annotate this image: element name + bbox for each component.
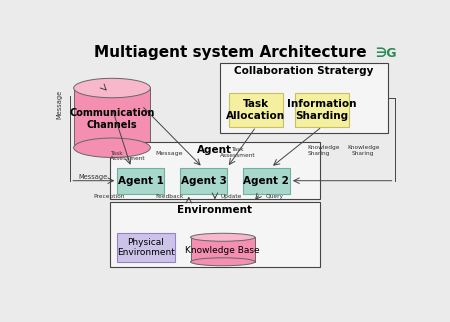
Bar — [74, 88, 150, 148]
Ellipse shape — [190, 233, 255, 241]
Text: Agent 2: Agent 2 — [243, 175, 289, 185]
Text: Agent: Agent — [198, 145, 233, 155]
Text: Task
Assessment: Task Assessment — [110, 150, 146, 161]
Bar — [295, 93, 349, 127]
Text: Knowledge
Sharing: Knowledge Sharing — [347, 145, 379, 156]
Ellipse shape — [74, 78, 150, 98]
Bar — [220, 63, 387, 133]
Text: Message: Message — [156, 151, 183, 156]
Text: Agent 1: Agent 1 — [118, 175, 164, 185]
Text: Physical
Environment: Physical Environment — [117, 238, 175, 257]
Bar — [229, 93, 283, 127]
Text: Communication
Channels: Communication Channels — [69, 108, 155, 130]
Ellipse shape — [190, 258, 255, 266]
Text: Knowledge Base: Knowledge Base — [185, 245, 260, 254]
Bar — [110, 202, 320, 267]
Text: Agent 3: Agent 3 — [180, 175, 226, 185]
Text: Knowledge
Sharing: Knowledge Sharing — [307, 145, 340, 156]
Text: Multiagent system Architecture: Multiagent system Architecture — [94, 45, 367, 60]
Bar — [180, 167, 227, 194]
Text: Information
Sharding: Information Sharding — [288, 99, 357, 121]
Text: Preception: Preception — [93, 194, 124, 199]
Text: Message: Message — [57, 90, 63, 118]
Text: Update: Update — [220, 194, 242, 199]
Bar — [117, 233, 175, 262]
Text: Task
Allocation: Task Allocation — [226, 99, 285, 121]
Text: Task
Assessment: Task Assessment — [220, 147, 256, 158]
Bar — [117, 167, 164, 194]
Text: Query: Query — [266, 194, 284, 199]
Ellipse shape — [74, 138, 150, 157]
Bar — [243, 167, 290, 194]
Text: Feedback: Feedback — [155, 194, 184, 199]
Bar — [190, 237, 255, 262]
Text: Message: Message — [78, 175, 108, 181]
Text: ∋G: ∋G — [375, 47, 396, 60]
Text: Collaboration Stratergy: Collaboration Stratergy — [234, 66, 374, 76]
Bar — [110, 142, 320, 199]
Text: Environment: Environment — [177, 205, 252, 215]
